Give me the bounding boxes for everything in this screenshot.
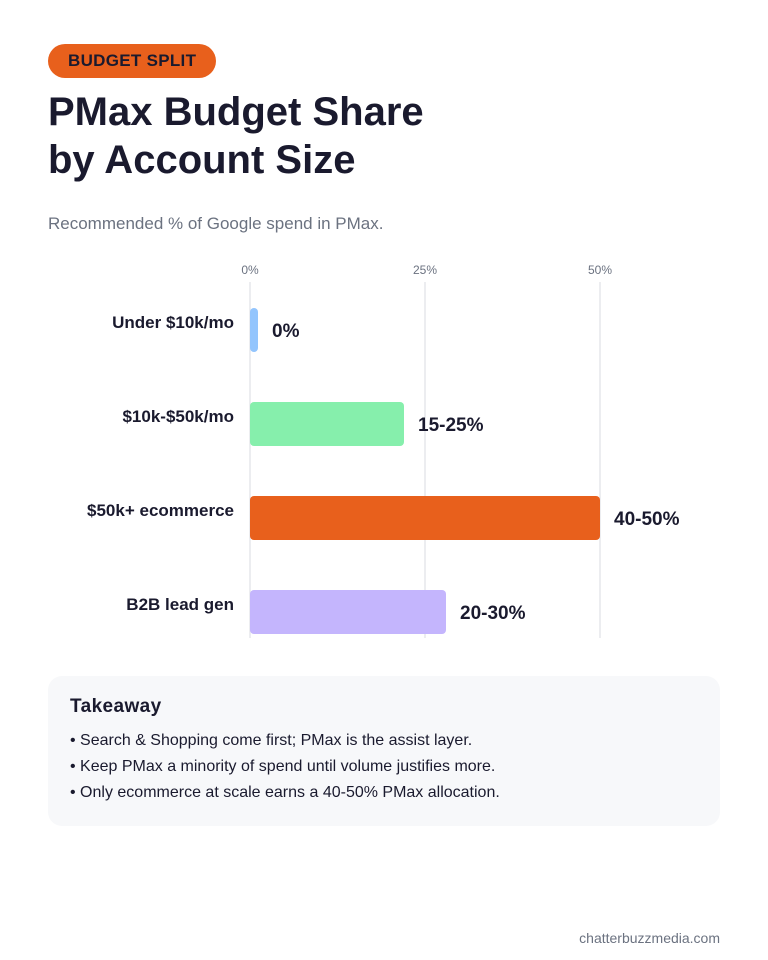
takeaway-card: Takeaway Search & Shopping come first; P…	[48, 676, 720, 826]
chart-subtitle: Recommended % of Google spend in PMax.	[48, 214, 384, 233]
value-label: 15-25%	[418, 415, 484, 436]
title-line-2: by Account Size	[48, 138, 356, 182]
category-label: Under $10k/mo	[112, 313, 234, 332]
value-label: 20-30%	[460, 603, 526, 624]
x-tick-label: 25%	[413, 263, 437, 277]
footer-url: chatterbuzzmedia.com	[579, 930, 720, 946]
bar	[250, 496, 600, 540]
title-line-1: PMax Budget Share	[48, 90, 424, 134]
takeaway-item: Search & Shopping come first; PMax is th…	[70, 728, 698, 754]
value-label: 0%	[272, 321, 300, 342]
takeaway-item: Keep PMax a minority of spend until volu…	[70, 754, 698, 780]
bar-chart: 0% 25% 50% Under $10k/mo 0% $10k-$50k/mo 15-25…	[87, 263, 680, 638]
category-label: $50k+ ecommerce	[87, 501, 234, 520]
bar	[250, 590, 446, 634]
takeaway-heading: Takeaway	[70, 696, 162, 717]
page-title: PMax Budget Share by Account Size	[48, 88, 648, 184]
takeaway-item: Only ecommerce at scale earns a 40-50% P…	[70, 780, 698, 806]
category-label: B2B lead gen	[126, 595, 234, 614]
x-tick-label: 0%	[241, 263, 259, 277]
value-label: 40-50%	[614, 509, 680, 530]
section-badge: BUDGET SPLIT	[48, 44, 217, 78]
bar	[250, 402, 404, 446]
bar	[250, 308, 258, 352]
takeaway-list: Search & Shopping come first; PMax is th…	[70, 728, 698, 806]
category-label: $10k-$50k/mo	[122, 407, 234, 426]
x-tick-label: 50%	[588, 263, 612, 277]
